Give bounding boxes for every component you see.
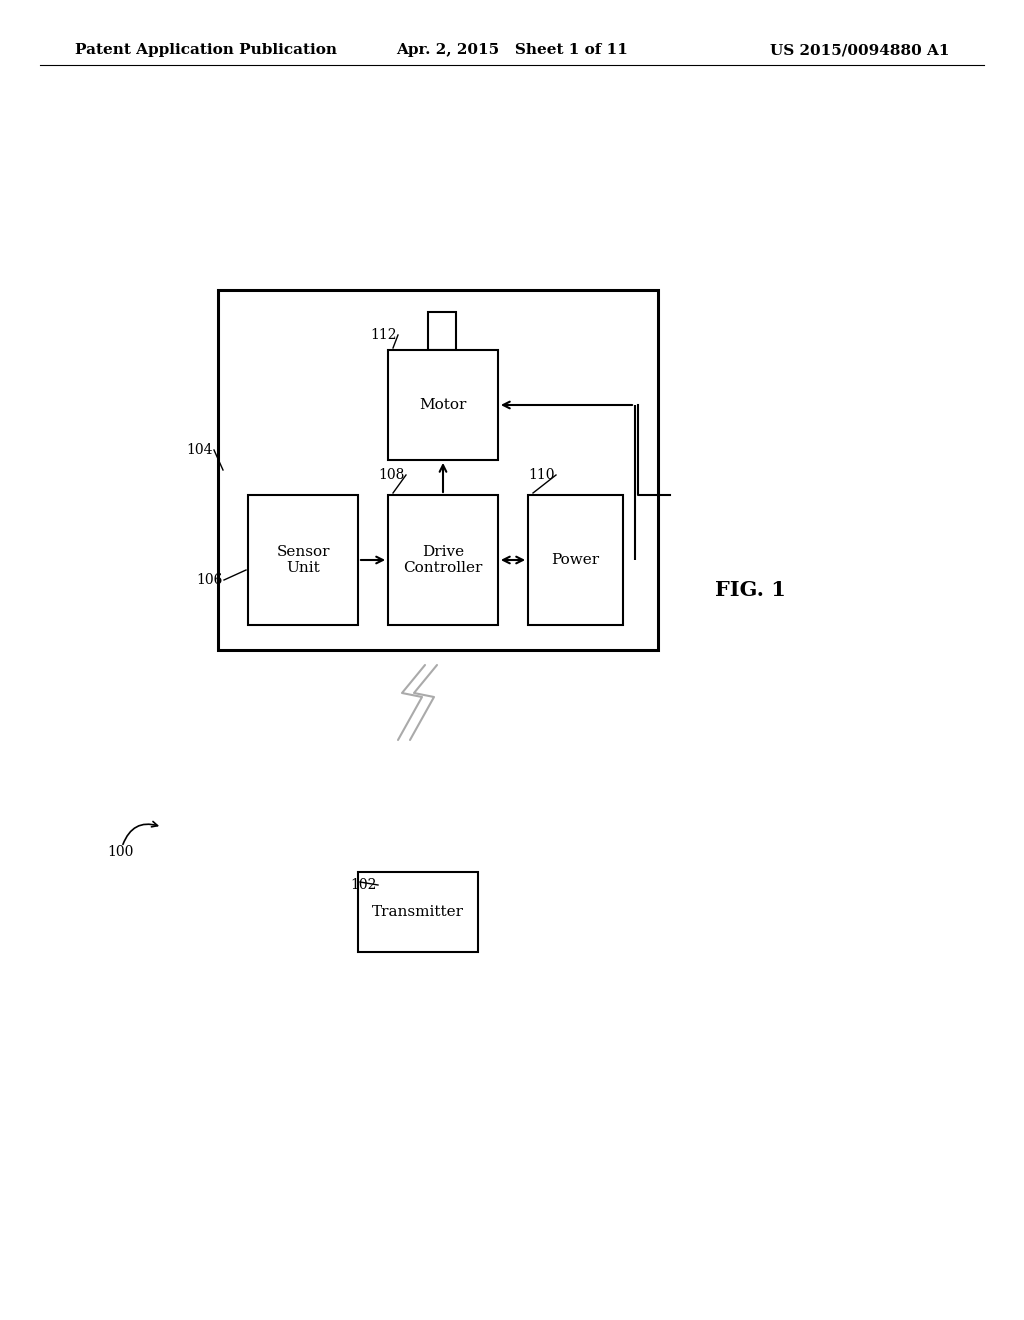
Text: 110: 110 — [528, 469, 555, 482]
Bar — [248, 495, 358, 624]
Text: Drive
Controller: Drive Controller — [403, 545, 482, 576]
Text: 112: 112 — [370, 327, 396, 342]
Bar — [528, 495, 623, 624]
Text: 102: 102 — [350, 878, 377, 892]
Text: Transmitter: Transmitter — [372, 906, 464, 919]
Text: US 2015/0094880 A1: US 2015/0094880 A1 — [769, 44, 949, 57]
Text: Motor: Motor — [419, 399, 467, 412]
Text: 104: 104 — [186, 444, 213, 457]
Text: Apr. 2, 2015   Sheet 1 of 11: Apr. 2, 2015 Sheet 1 of 11 — [396, 44, 628, 57]
Bar — [218, 290, 658, 649]
Text: 100: 100 — [106, 845, 133, 859]
Bar — [358, 873, 478, 952]
Bar — [428, 312, 456, 350]
Bar — [388, 495, 498, 624]
Bar — [388, 350, 498, 459]
Text: Sensor
Unit: Sensor Unit — [276, 545, 330, 576]
Text: Power: Power — [552, 553, 600, 568]
Text: 108: 108 — [378, 469, 404, 482]
Text: 106: 106 — [196, 573, 222, 587]
Text: Patent Application Publication: Patent Application Publication — [75, 44, 337, 57]
Text: FIG. 1: FIG. 1 — [715, 579, 785, 601]
